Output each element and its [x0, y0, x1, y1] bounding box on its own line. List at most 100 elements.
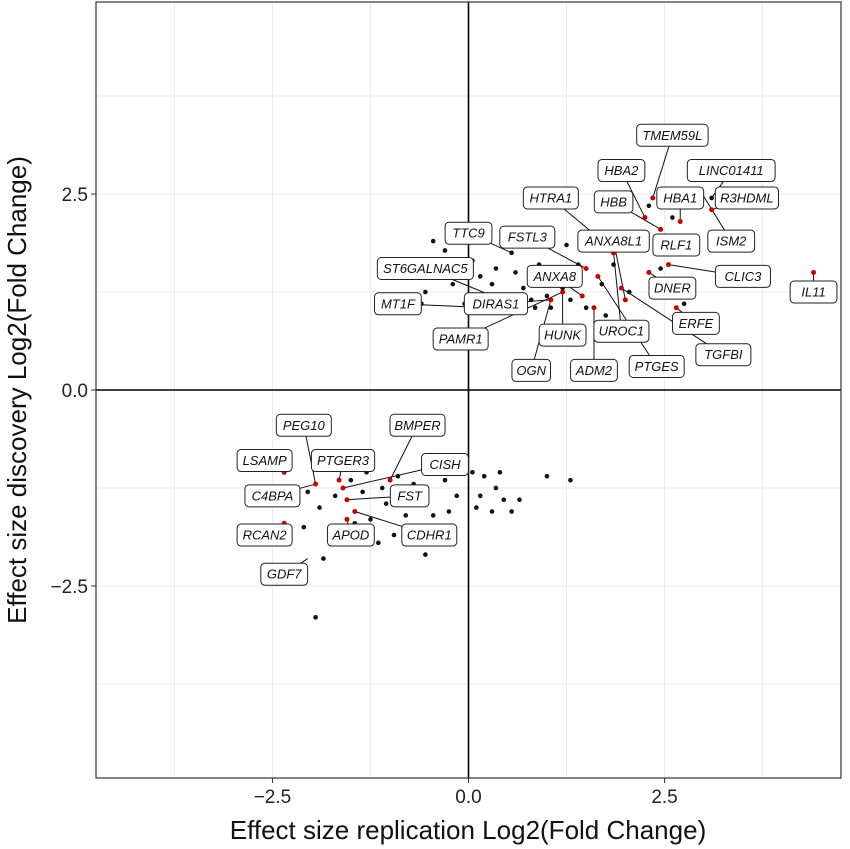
gene-label-text: TTC9	[452, 226, 485, 241]
gene-label-box	[636, 123, 709, 147]
data-point	[360, 489, 365, 495]
gene-label-box	[695, 343, 752, 367]
data-point	[383, 501, 389, 506]
gene-label: HBA1	[656, 186, 705, 210]
gene-label-text: ISM2	[716, 234, 747, 249]
gene-label: HUNK	[538, 323, 587, 347]
data-point	[501, 497, 507, 503]
x-axis-label: Effect size replication Log2(Fold Change…	[230, 815, 706, 845]
gene-label: TMEM59L	[636, 123, 709, 147]
gene-label-box	[577, 229, 650, 253]
data-point	[544, 293, 550, 299]
gene-label: FST	[389, 484, 430, 508]
data-point	[348, 477, 354, 483]
data-point	[442, 248, 448, 253]
gene-label-box	[652, 233, 701, 257]
data-point	[477, 274, 483, 279]
data-point	[489, 509, 495, 514]
gene-label-box	[628, 354, 685, 378]
gene-label: CLIC3	[714, 264, 771, 288]
data-point	[403, 513, 409, 518]
data-point	[493, 485, 499, 491]
gene-label-text: HBB	[600, 194, 627, 209]
data-point	[603, 313, 609, 318]
data-point-significant	[709, 207, 715, 213]
gene-label-box	[326, 523, 375, 547]
x-tick-label: 0.0	[455, 787, 481, 808]
x-tick-label: 2.5	[651, 787, 677, 808]
gene-label-text: RCAN2	[243, 528, 288, 543]
data-point-significant	[622, 297, 628, 303]
y-tick-label: 0.0	[62, 381, 88, 402]
gene-label: ADM2	[570, 358, 618, 382]
data-point	[646, 203, 652, 209]
data-point	[423, 552, 428, 557]
data-point-significant	[595, 273, 601, 279]
data-point	[450, 281, 456, 287]
gene-label-box	[236, 449, 293, 473]
data-point-significant	[579, 293, 585, 299]
gene-label-text: PAMR1	[439, 332, 483, 347]
data-point-significant	[344, 516, 350, 522]
gene-label-text: ST6GALNAC5	[383, 261, 468, 276]
gene-label: PAMR1	[432, 327, 489, 351]
data-point	[670, 215, 675, 220]
gene-label: ERFE	[672, 311, 720, 335]
gene-label-text: TMEM59L	[642, 128, 702, 143]
data-point	[430, 513, 436, 518]
gene-label-box	[707, 229, 756, 253]
gene-label-box	[648, 276, 697, 300]
gene-label-text: ERFE	[679, 316, 714, 331]
gene-label: IL11	[789, 280, 838, 304]
data-point	[379, 485, 385, 491]
gene-label: HBB	[593, 190, 634, 214]
data-point	[681, 301, 687, 307]
data-point-significant	[618, 285, 624, 291]
gene-label-box	[593, 190, 634, 214]
gene-label: LSAMP	[236, 449, 293, 473]
gene-label: ST6GALNAC5	[376, 257, 474, 281]
gene-label-text: ADM2	[575, 363, 613, 378]
gene-label-box	[511, 358, 552, 382]
gene-label-box	[236, 523, 293, 547]
gene-label-box	[260, 562, 309, 586]
gene-label-text: ANXA8	[532, 269, 576, 284]
data-point	[368, 517, 373, 522]
gene-label-text: UROC1	[599, 324, 645, 339]
gene-label-box	[244, 484, 301, 508]
data-point	[626, 289, 632, 295]
data-point	[477, 493, 483, 499]
data-point	[599, 281, 605, 287]
gene-label-text: HBA1	[663, 190, 697, 205]
x-tick-label: −2.5	[254, 787, 292, 808]
gene-label: CISH	[421, 452, 469, 476]
y-tick-label: −2.5	[50, 577, 88, 598]
data-point-significant	[387, 477, 393, 483]
data-point	[568, 477, 573, 483]
data-point	[709, 195, 714, 201]
gene-labels: TMEM59L HBA2 LINC01411 HTRA1 HBB HBA1 R3HDML TT…	[236, 123, 838, 586]
gene-label-text: C4BPA	[252, 488, 294, 503]
gene-label-box	[275, 413, 332, 437]
gene-label: DNER	[648, 276, 697, 300]
gene-label-text: MT1F	[381, 296, 416, 311]
gene-label-box	[714, 264, 771, 288]
gene-label-box	[444, 221, 493, 245]
data-point	[611, 262, 616, 267]
data-point	[442, 477, 448, 483]
data-point	[583, 305, 589, 310]
gene-label: TTC9	[444, 221, 493, 245]
gene-label-text: HTRA1	[530, 190, 573, 205]
data-point	[517, 497, 522, 503]
data-point	[521, 285, 526, 291]
data-point	[544, 473, 550, 479]
data-point-significant	[313, 481, 319, 487]
data-point-significant	[658, 226, 664, 232]
data-point	[564, 242, 569, 248]
data-point	[395, 473, 401, 479]
data-point	[321, 556, 326, 561]
gene-label-box	[526, 264, 583, 288]
gene-label-text: BMPER	[394, 418, 440, 433]
gene-label-text: PTGER3	[317, 453, 370, 468]
